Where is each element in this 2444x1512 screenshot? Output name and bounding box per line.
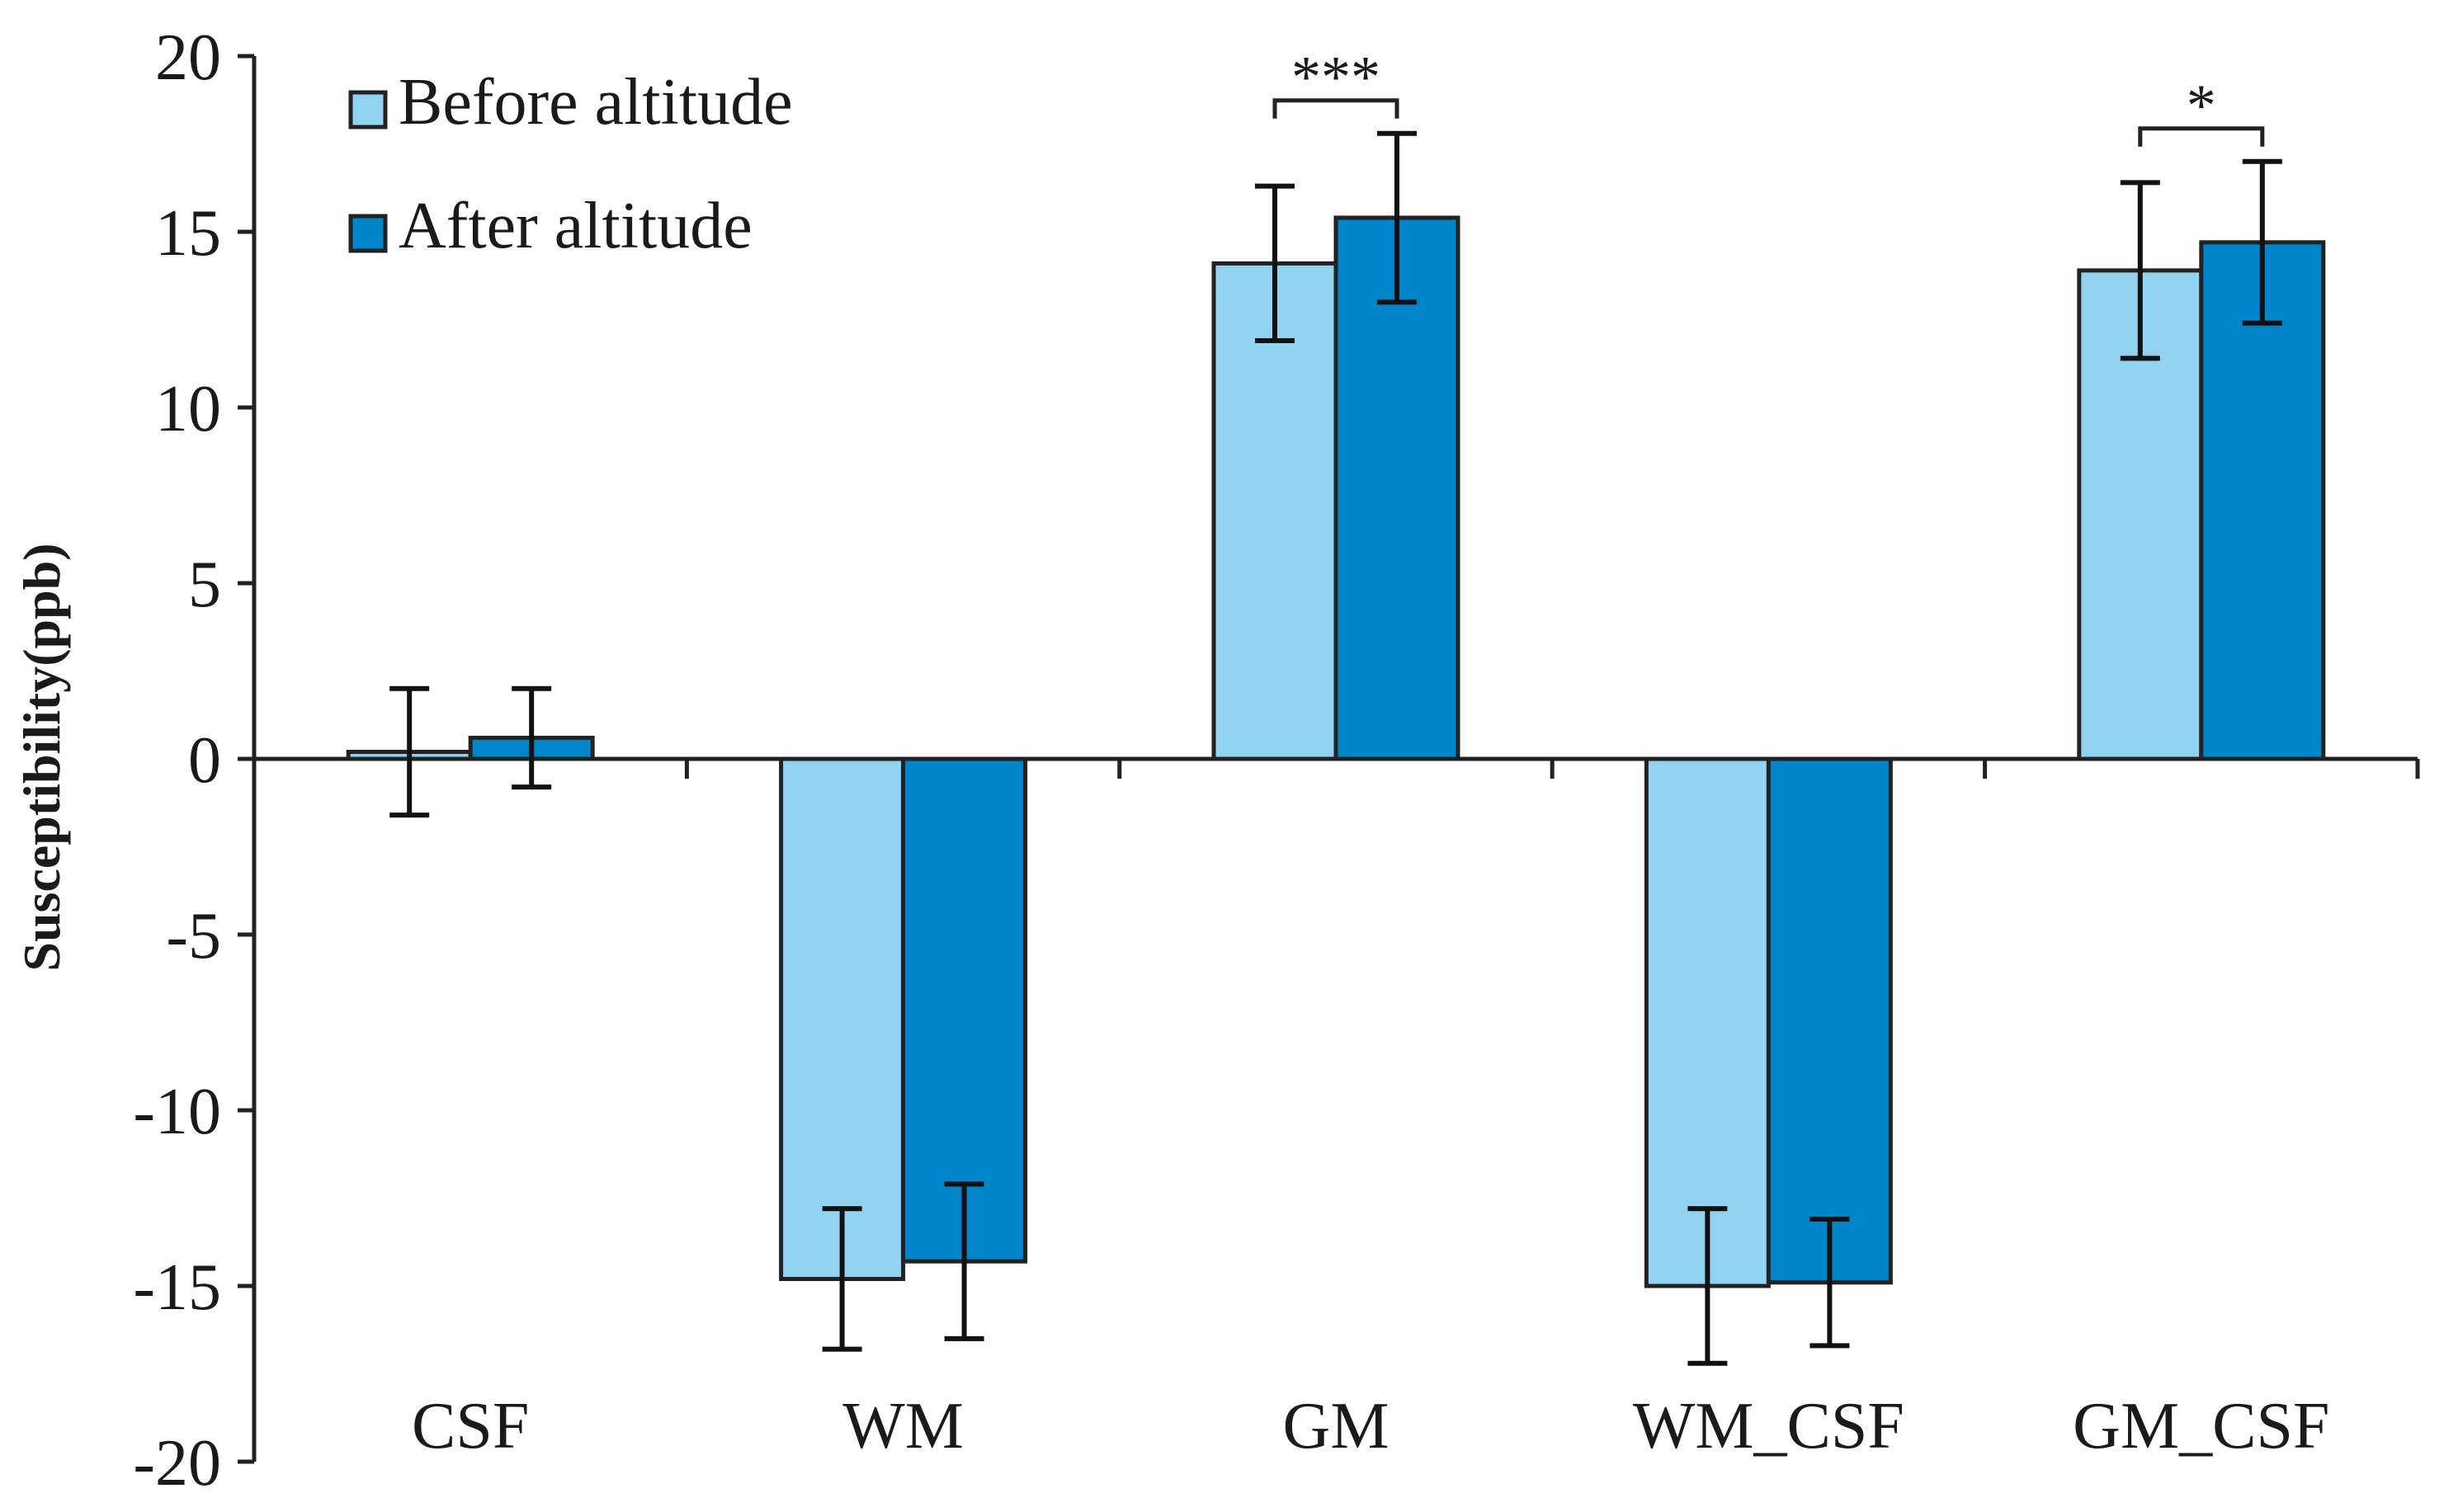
significance-label: * bbox=[2187, 73, 2216, 139]
bar bbox=[2199, 240, 2326, 761]
x-tick-label: GM_CSF bbox=[2073, 1390, 2329, 1463]
significance-bracket bbox=[1272, 98, 1399, 119]
y-axis-label: Susceptibility(ppb) bbox=[12, 543, 71, 971]
y-tick-label: -10 bbox=[133, 1076, 221, 1148]
y-tick-label: 15 bbox=[155, 197, 221, 270]
significance-bracket bbox=[2138, 126, 2265, 147]
bar bbox=[901, 756, 1028, 1264]
y-tick-label: -5 bbox=[166, 900, 221, 973]
bar bbox=[1766, 756, 1893, 1285]
significance-label: *** bbox=[1291, 45, 1380, 111]
bar bbox=[779, 756, 906, 1281]
x-tick-label: GM bbox=[1283, 1390, 1389, 1463]
y-tick-label: -20 bbox=[133, 1427, 221, 1500]
y-tick-label: 10 bbox=[155, 373, 221, 445]
legend: Before altitude After altitude bbox=[348, 66, 793, 262]
x-tick-label: WM bbox=[842, 1390, 964, 1463]
y-tick-label: -15 bbox=[133, 1251, 221, 1324]
legend-label: Before altitude bbox=[399, 66, 793, 139]
legend-swatch bbox=[348, 214, 388, 253]
y-tick-label: 20 bbox=[155, 21, 221, 94]
legend-swatch bbox=[348, 90, 388, 130]
bar bbox=[1644, 756, 1771, 1288]
y-tick-label: 5 bbox=[188, 549, 221, 621]
x-tick-label: CSF bbox=[412, 1390, 529, 1463]
legend-label: After altitude bbox=[399, 190, 753, 262]
y-tick-label: 0 bbox=[188, 724, 221, 797]
x-tick-label: WM_CSF bbox=[1633, 1390, 1904, 1463]
